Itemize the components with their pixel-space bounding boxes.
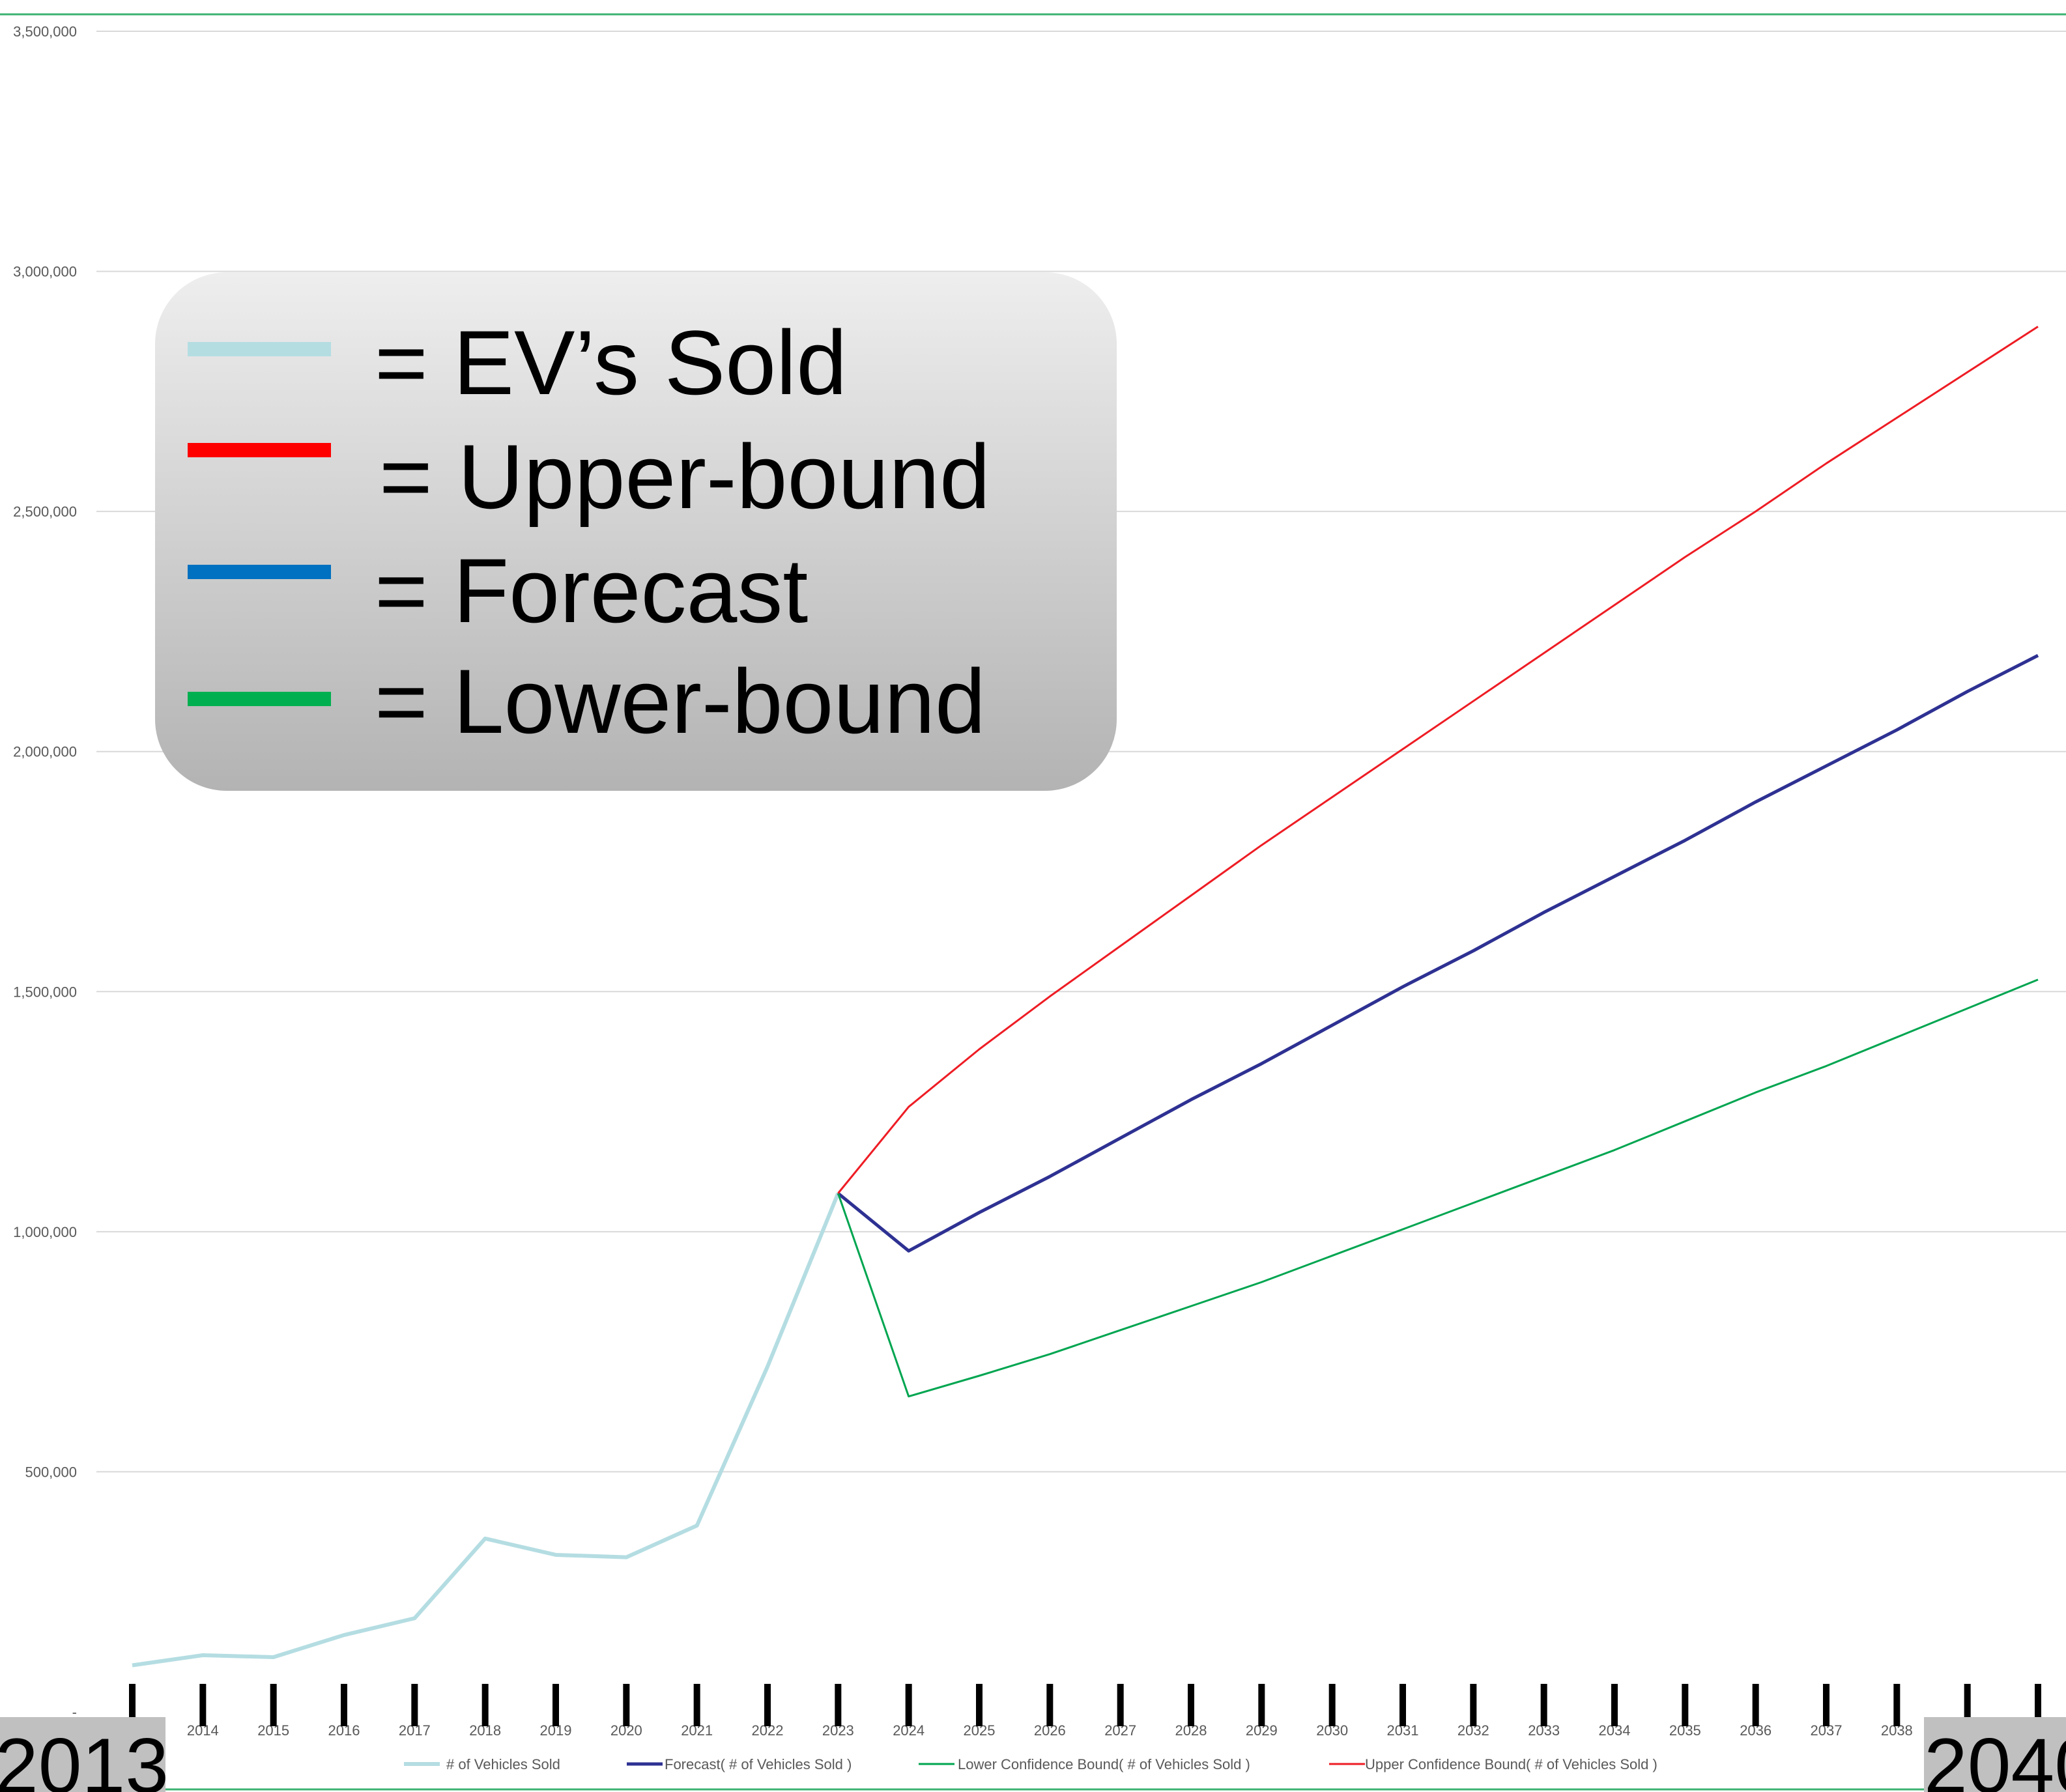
- x-axis-tick-labels: 2014 2015 2016 2017 2018 2019 2020 2021 2022 2023…: [187, 1722, 1983, 1739]
- y-tick-label: 2,000,000: [13, 744, 77, 760]
- y-axis-tick-labels: - 500,000 1,000,000 1,500,000 2,000,000 2,500…: [13, 23, 77, 1720]
- chart-legend: # of Vehicles Sold Forecast( # of Vehicle…: [404, 1756, 1657, 1772]
- callout-background: [155, 272, 1117, 791]
- callout-label-forecast: = Forecast: [375, 539, 808, 642]
- series-line-0: [132, 1192, 840, 1668]
- start-year-label: 2013: [0, 1722, 169, 1792]
- y-tick-label: 3,500,000: [13, 23, 77, 40]
- series-line-3: [837, 326, 2039, 1194]
- callout-legend: = EV’s Sold = Upper-bound = Forecast = L…: [155, 272, 1117, 791]
- end-year-label: 2040: [1924, 1722, 2066, 1792]
- start-year-badge-background: [0, 1717, 165, 1792]
- start-year-badge: 2013: [0, 1717, 169, 1792]
- legend-label: Lower Confidence Bound( # of Vehicles So…: [958, 1756, 1250, 1772]
- series-line-1: [837, 654, 2039, 1253]
- callout-label-ev-sold: = EV’s Sold: [375, 311, 847, 414]
- series-lines: [132, 326, 2039, 1668]
- legend-label: # of Vehicles Sold: [446, 1756, 560, 1772]
- series-line-2: [837, 978, 2039, 1398]
- y-tick-label: 1,500,000: [13, 984, 77, 1000]
- y-tick-label: 2,500,000: [13, 504, 77, 520]
- end-year-badge: 2040: [1924, 1717, 2066, 1792]
- legend-label: Upper Confidence Bound( # of Vehicles So…: [1365, 1756, 1657, 1772]
- y-tick-label: 500,000: [25, 1464, 77, 1480]
- callout-label-lower-bound: = Lower-bound: [375, 650, 986, 752]
- y-tick-label: 1,000,000: [13, 1224, 77, 1240]
- end-year-badge-background: [1924, 1717, 2066, 1792]
- legend-label: Forecast( # of Vehicles Sold ): [665, 1756, 852, 1772]
- y-tick-label: -: [72, 1704, 77, 1720]
- year-tick-markers: [129, 1684, 2041, 1726]
- y-tick-label: 3,000,000: [13, 264, 77, 280]
- callout-label-upper-bound: = Upper-bound: [379, 425, 990, 528]
